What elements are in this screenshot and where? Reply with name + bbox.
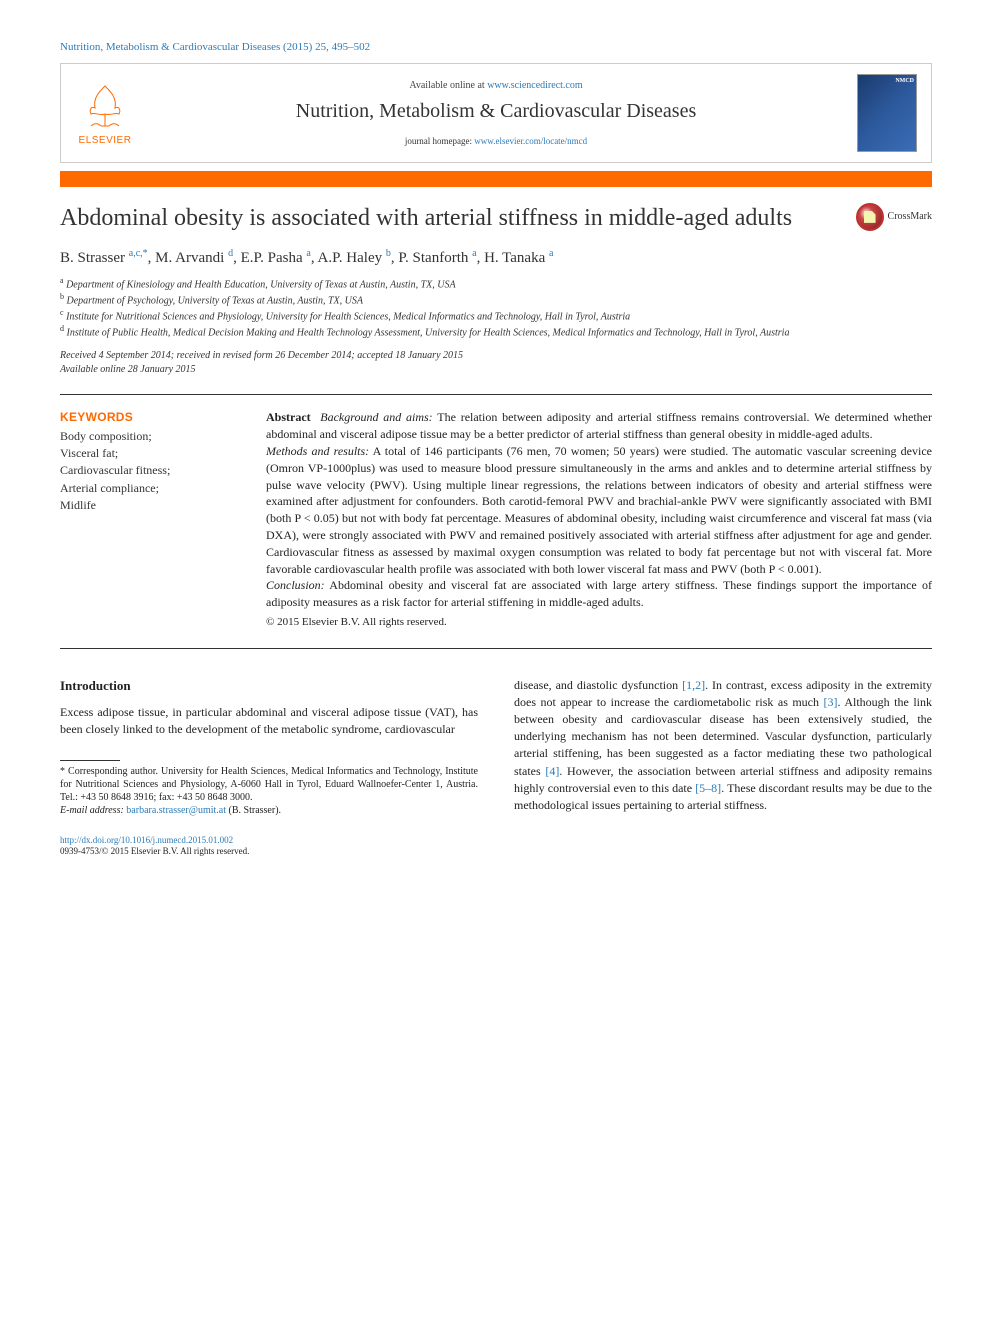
citation-link[interactable]: [4] [545,764,559,778]
elsevier-tree-icon [81,80,129,132]
journal-banner: ELSEVIER Available online at www.science… [60,63,932,163]
citation-link[interactable]: [3] [824,695,838,709]
corresponding-author-note: * Corresponding author. University for H… [60,765,478,804]
homepage-prefix: journal homepage: [405,136,474,146]
available-prefix: Available online at [409,80,487,91]
article-dates: Received 4 September 2014; received in r… [60,349,932,376]
abstract-methods-label: Methods and results: [266,444,369,458]
issn-copyright: 0939-4753/© 2015 Elsevier B.V. All right… [60,846,249,856]
body-col-right: disease, and diastolic dysfunction [1,2]… [514,677,932,817]
email-footnote: E-mail address: barbara.strasser@umit.at… [60,804,478,817]
abstract-block: KEYWORDS Body composition;Visceral fat;C… [60,409,932,630]
affiliation: d Institute of Public Health, Medical De… [60,324,932,340]
keywords-heading: KEYWORDS [60,409,230,425]
abstract-conclusion-label: Conclusion: [266,578,325,592]
journal-cover-thumb [857,74,917,152]
author-list: B. Strasser a,c,*, M. Arvandi d, E.P. Pa… [60,247,932,268]
crossmark-label: CrossMark [888,210,932,224]
affiliation: c Institute for Nutritional Sciences and… [60,308,932,324]
body-col-left: Introduction Excess adipose tissue, in p… [60,677,478,817]
doi-link[interactable]: http://dx.doi.org/10.1016/j.numecd.2015.… [60,835,233,845]
email-label: E-mail address: [60,805,126,816]
intro-paragraph-1: Excess adipose tissue, in particular abd… [60,704,478,738]
keywords-column: KEYWORDS Body composition;Visceral fat;C… [60,409,230,630]
keywords-list: Body composition;Visceral fat;Cardiovasc… [60,428,230,515]
citation-link[interactable]: [5–8] [695,781,721,795]
affiliation: b Department of Psychology, University o… [60,292,932,308]
intro-paragraph-2: disease, and diastolic dysfunction [1,2]… [514,677,932,813]
article-title: Abdominal obesity is associated with art… [60,203,836,233]
author-email-link[interactable]: barbara.strasser@umit.at [126,805,226,816]
abstract-column: Abstract Background and aims: The relati… [266,409,932,630]
footnote-rule [60,760,120,761]
affiliation: a Department of Kinesiology and Health E… [60,276,932,292]
email-suffix: (B. Strasser). [226,805,281,816]
crossmark-badge[interactable]: CrossMark [856,203,932,231]
sciencedirect-link[interactable]: www.sciencedirect.com [487,80,582,91]
abstract-methods: A total of 146 participants (76 men, 70 … [266,444,932,576]
running-header: Nutrition, Metabolism & Cardiovascular D… [60,40,932,55]
body-columns: Introduction Excess adipose tissue, in p… [60,677,932,817]
publisher-label: ELSEVIER [79,134,132,148]
abstract-copyright: © 2015 Elsevier B.V. All rights reserved… [266,615,932,630]
horizontal-rule [60,648,932,649]
abstract-background-label: Background and aims: [320,410,432,424]
intro-text: disease, and diastolic dysfunction [514,678,682,692]
section-heading-introduction: Introduction [60,677,478,695]
abstract-conclusion: Abdominal obesity and visceral fat are a… [266,578,932,609]
affiliations: a Department of Kinesiology and Health E… [60,276,932,339]
header-journal-ref: Nutrition, Metabolism & Cardiovascular D… [60,40,370,55]
horizontal-rule [60,394,932,395]
crossmark-icon [856,203,884,231]
page-footer: http://dx.doi.org/10.1016/j.numecd.2015.… [60,835,932,858]
journal-homepage: journal homepage: www.elsevier.com/locat… [149,135,843,147]
title-row: Abdominal obesity is associated with art… [60,203,932,233]
orange-divider [60,171,932,187]
homepage-link[interactable]: www.elsevier.com/locate/nmcd [474,136,587,146]
abstract-label: Abstract [266,410,311,424]
journal-title: Nutrition, Metabolism & Cardiovascular D… [149,98,843,125]
banner-center: Available online at www.sciencedirect.co… [149,79,843,148]
citation-link[interactable]: [1,2] [682,678,705,692]
publisher-logo: ELSEVIER [75,78,135,148]
available-online: Available online at www.sciencedirect.co… [149,79,843,93]
